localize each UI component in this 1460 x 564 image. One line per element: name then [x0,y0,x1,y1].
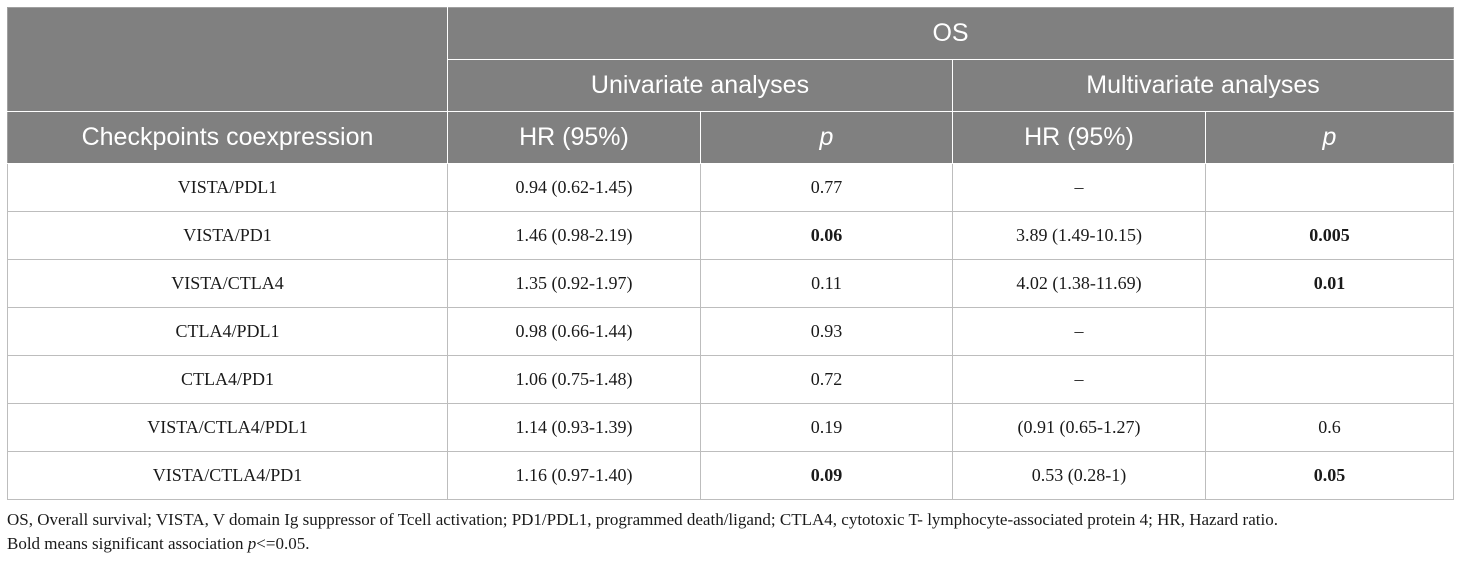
multi-hr-cell: 3.89 (1.49-10.15) [952,211,1206,260]
multi-hr-cell: – [952,163,1206,212]
footnote-p-symbol: p [247,534,257,553]
subgroup-header-univariate: Univariate analyses [447,59,953,112]
uni-p-cell: 0.19 [700,403,953,452]
uni-p-cell: 0.77 [700,163,953,212]
column-header-multi-hr: HR (95%) [952,111,1206,164]
table-row: VISTA/PDL1 0.94 (0.62-1.45) 0.77 – [7,163,1454,212]
uni-p-cell: 0.06 [700,211,953,260]
uni-hr-cell: 1.16 (0.97-1.40) [447,451,701,500]
results-table: OS Univariate analyses Multivariate anal… [7,7,1454,500]
table-row: VISTA/CTLA4/PD1 1.16 (0.97-1.40) 0.09 0.… [7,451,1454,500]
multi-hr-cell: 4.02 (1.38-11.69) [952,259,1206,308]
multi-p-cell [1205,163,1454,212]
footnote-abbreviations: OS, Overall survival; VISTA, V domain Ig… [7,510,1278,529]
footnote-significance: Bold means significant association p<=0.… [7,532,1453,556]
table-footnote: OS, Overall survival; VISTA, V domain Ig… [7,508,1453,556]
table-row: VISTA/PD1 1.46 (0.98-2.19) 0.06 3.89 (1.… [7,211,1454,260]
checkpoint-name-cell: VISTA/CTLA4/PD1 [7,451,448,500]
header-row-columns: Checkpoints coexpression HR (95%) p HR (… [7,111,1454,164]
multi-p-cell [1205,307,1454,356]
checkpoint-name-cell: VISTA/PD1 [7,211,448,260]
header-row-group: OS [7,7,1454,112]
uni-p-cell: 0.93 [700,307,953,356]
footnote-significance-prefix: Bold means significant association [7,534,248,553]
multi-hr-cell: – [952,355,1206,404]
uni-hr-cell: 1.14 (0.93-1.39) [447,403,701,452]
table-row: CTLA4/PD1 1.06 (0.75-1.48) 0.72 – [7,355,1454,404]
uni-hr-cell: 1.35 (0.92-1.97) [447,259,701,308]
table-row: CTLA4/PDL1 0.98 (0.66-1.44) 0.93 – [7,307,1454,356]
multi-p-cell: 0.01 [1205,259,1454,308]
column-header-uni-hr: HR (95%) [447,111,701,164]
uni-hr-cell: 1.46 (0.98-2.19) [447,211,701,260]
multi-p-cell: 0.6 [1205,403,1454,452]
column-header-uni-p: p [700,111,953,164]
header-corner-cell [7,7,448,112]
multi-hr-cell: – [952,307,1206,356]
table-row: VISTA/CTLA4 1.35 (0.92-1.97) 0.11 4.02 (… [7,259,1454,308]
checkpoint-name-cell: CTLA4/PDL1 [7,307,448,356]
uni-hr-cell: 1.06 (0.75-1.48) [447,355,701,404]
header-row-subgroups: Univariate analyses Multivariate analyse… [8,59,1454,112]
multi-hr-cell: 0.53 (0.28-1) [952,451,1206,500]
multi-p-cell: 0.05 [1205,451,1454,500]
subgroup-header-multivariate: Multivariate analyses [952,59,1454,112]
column-header-checkpoints: Checkpoints coexpression [7,111,448,164]
checkpoint-name-cell: VISTA/CTLA4/PDL1 [7,403,448,452]
checkpoint-name-cell: VISTA/PDL1 [7,163,448,212]
multi-p-cell [1205,355,1454,404]
multi-hr-cell: (0.91 (0.65-1.27) [952,403,1206,452]
checkpoint-name-cell: CTLA4/PD1 [7,355,448,404]
uni-p-cell: 0.11 [700,259,953,308]
uni-p-cell: 0.72 [700,355,953,404]
group-header-os: OS [447,7,1454,60]
checkpoint-name-cell: VISTA/CTLA4 [7,259,448,308]
table-row: VISTA/CTLA4/PDL1 1.14 (0.93-1.39) 0.19 (… [7,403,1454,452]
uni-p-cell: 0.09 [700,451,953,500]
multi-p-cell: 0.005 [1205,211,1454,260]
uni-hr-cell: 0.94 (0.62-1.45) [447,163,701,212]
column-header-multi-p: p [1205,111,1454,164]
uni-hr-cell: 0.98 (0.66-1.44) [447,307,701,356]
footnote-significance-threshold: <=0.05. [256,534,310,553]
